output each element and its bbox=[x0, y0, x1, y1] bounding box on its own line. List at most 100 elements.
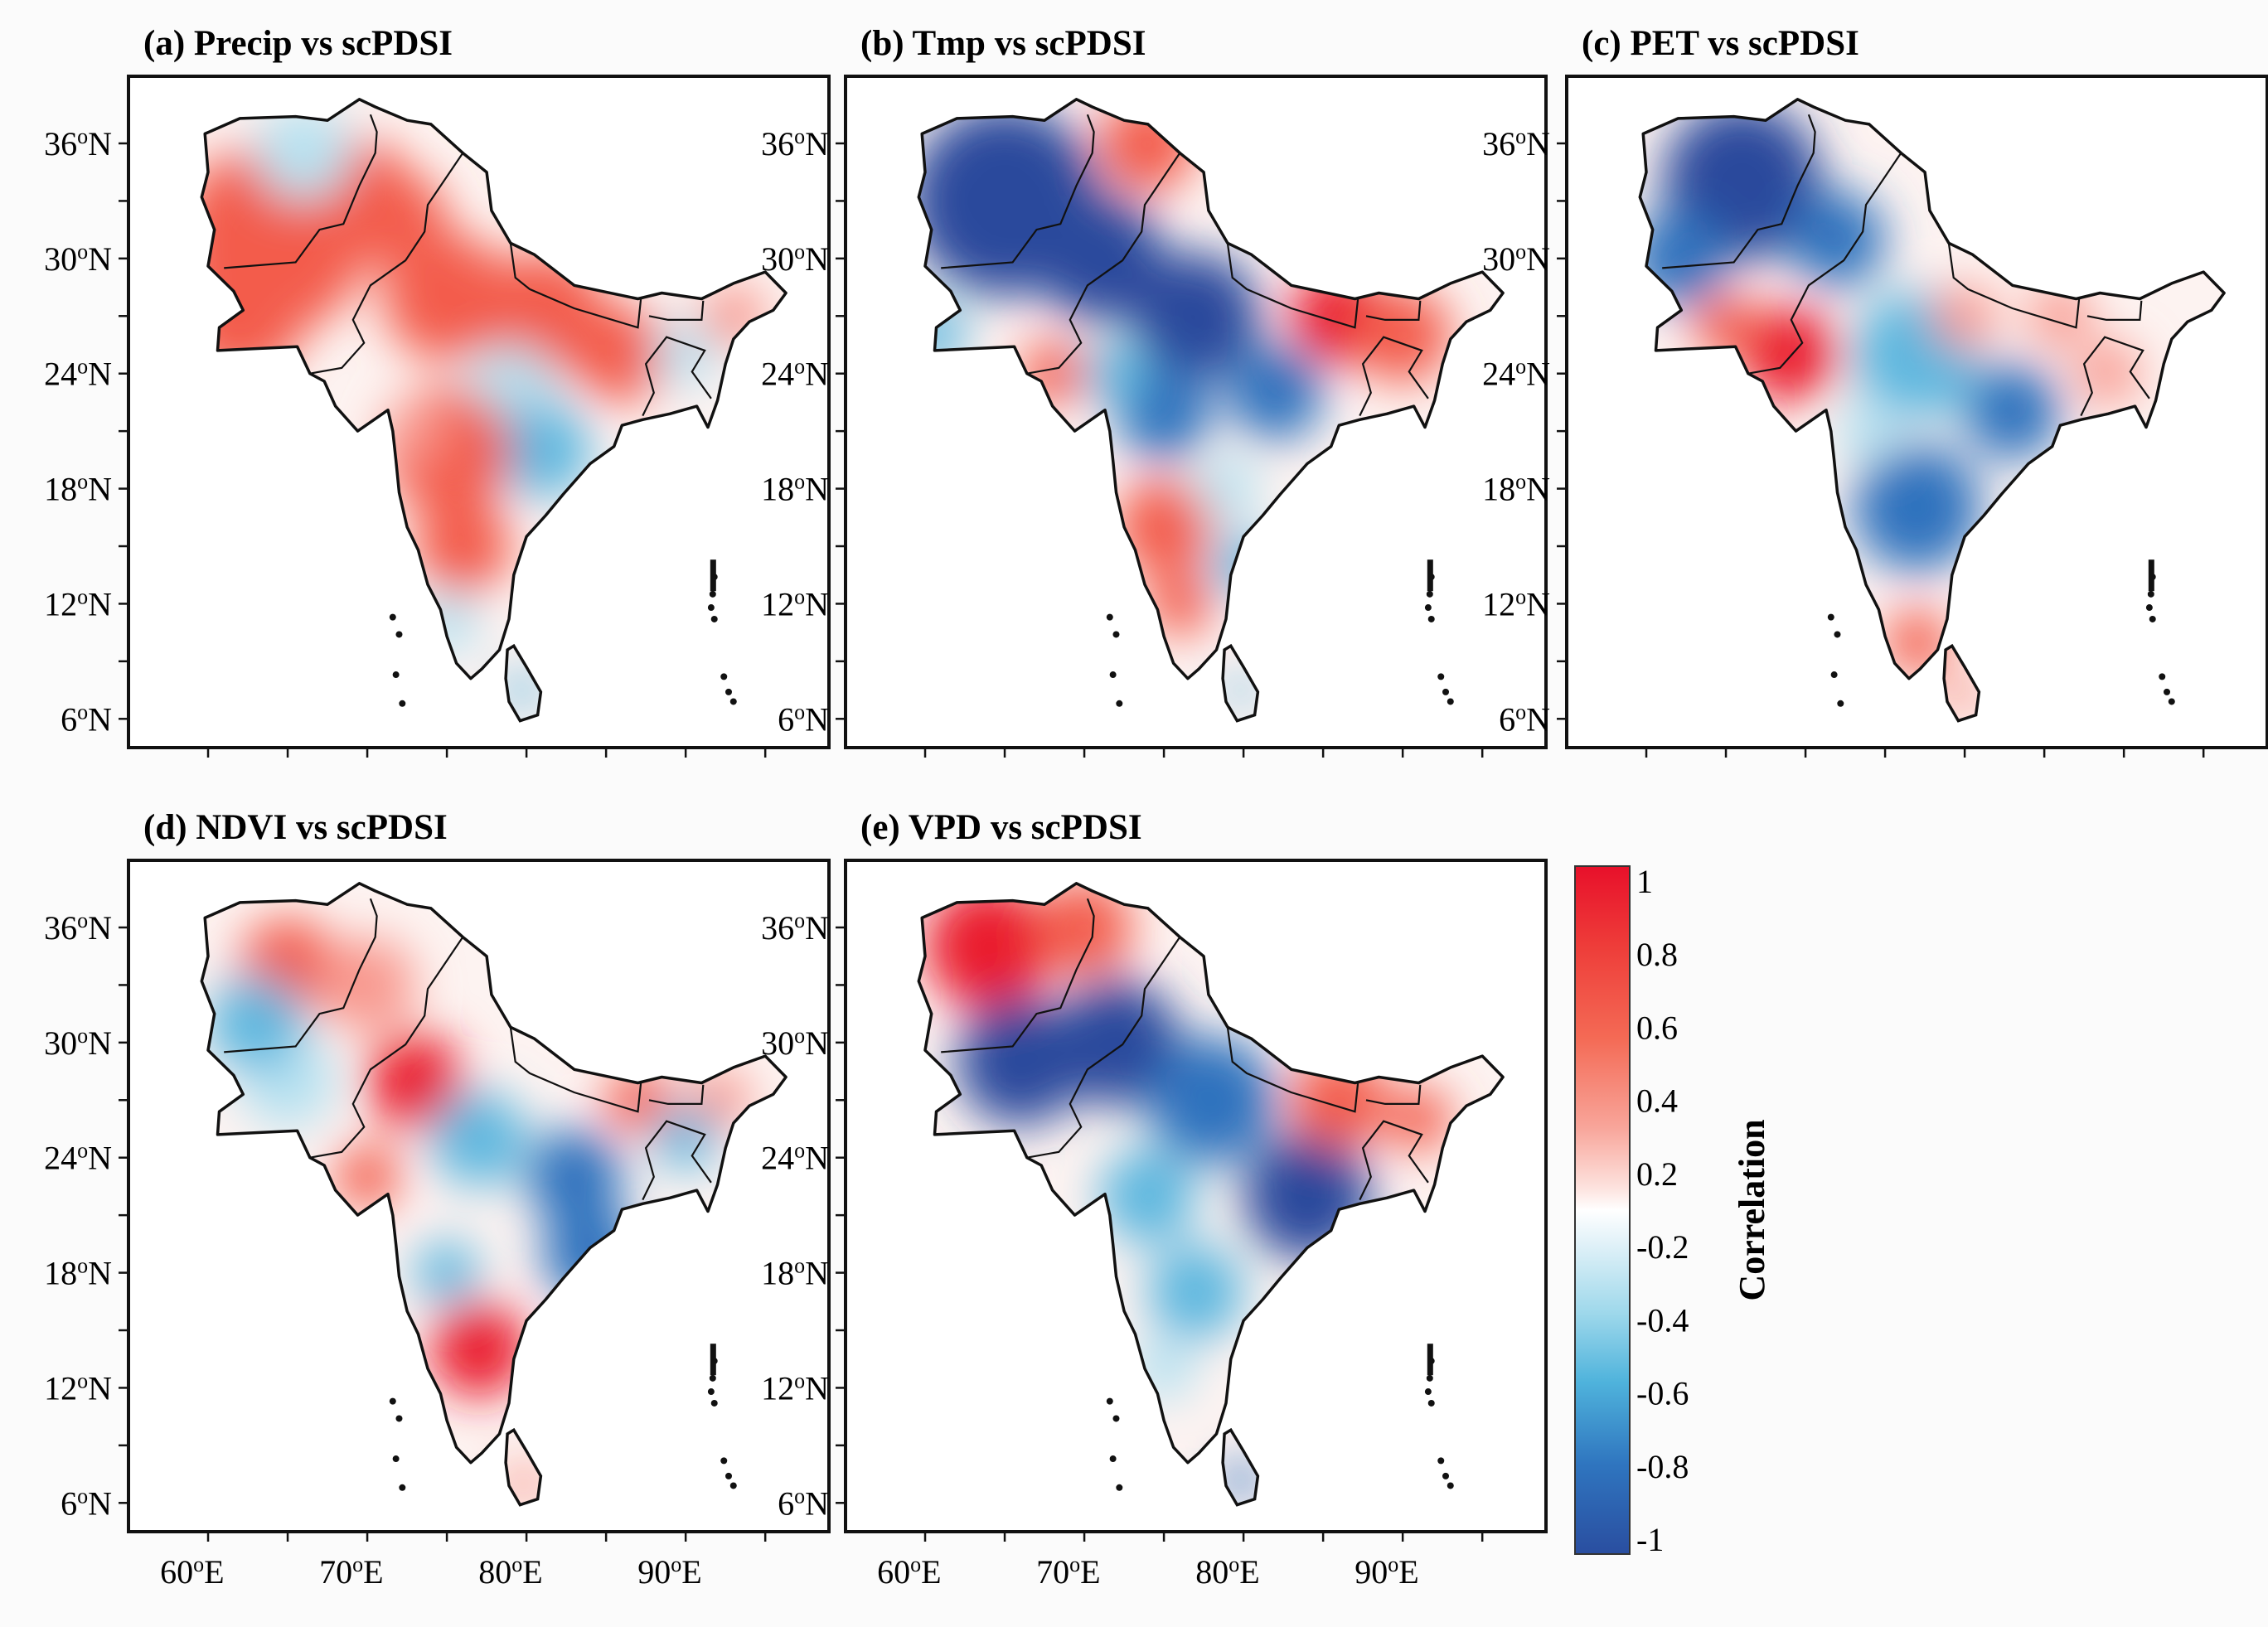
lat-label: 6oN bbox=[61, 700, 112, 738]
island bbox=[720, 673, 728, 680]
correlation-patch bbox=[1036, 883, 1132, 976]
correlation-patch bbox=[383, 399, 448, 463]
country-border bbox=[2080, 336, 2150, 417]
correlation-patch bbox=[2076, 341, 2140, 406]
colorbar-tick-label: -0.2 bbox=[1636, 1228, 1689, 1266]
island bbox=[395, 631, 403, 638]
island bbox=[725, 1472, 733, 1479]
lon-label: 80oE bbox=[1195, 1552, 1259, 1591]
island bbox=[1426, 590, 1433, 598]
country-border bbox=[224, 898, 378, 1053]
panel-title: (c) PET vs scPDSI bbox=[1582, 24, 1859, 63]
correlation-patch bbox=[1227, 345, 1324, 441]
island bbox=[1112, 631, 1120, 638]
coastline bbox=[200, 882, 788, 1465]
correlation-patch bbox=[255, 104, 351, 201]
panel-e: (e) VPD vs scPDSI36oN30oN24oN18oN12oN6oN… bbox=[761, 808, 1548, 1591]
island bbox=[2148, 559, 2154, 592]
correlation-patch bbox=[414, 498, 511, 594]
lat-label: 24oN bbox=[44, 354, 112, 393]
country-border bbox=[648, 300, 705, 321]
correlation-patch bbox=[526, 1129, 623, 1225]
country-border bbox=[1226, 1027, 1359, 1113]
coastline bbox=[1638, 98, 2226, 680]
panel-title: (b) Tmp vs scPDSI bbox=[860, 24, 1146, 63]
island bbox=[1112, 1415, 1120, 1422]
island bbox=[392, 671, 400, 679]
island bbox=[1116, 1484, 1123, 1491]
correlation-patch bbox=[1132, 252, 1260, 380]
island bbox=[1426, 1374, 1433, 1382]
lat-label: 6oN bbox=[61, 1484, 112, 1523]
correlation-patch bbox=[1036, 195, 1165, 322]
panel-a: (a) Precip vs scPDSI 36oN 30oN 24oN 18oN 12oN… bbox=[44, 24, 831, 758]
lat-label: 24oN bbox=[761, 354, 829, 393]
correlation-patch bbox=[1116, 479, 1212, 575]
island bbox=[1830, 671, 1838, 679]
correlation-patch bbox=[1084, 341, 1148, 406]
lat-label: 12oN bbox=[44, 584, 112, 623]
island bbox=[2159, 673, 2166, 680]
panel-d: (d) NDVI vs scPDSI 36oN 30oN 24oN 18oN 12oN 6o… bbox=[44, 808, 831, 1591]
coastline bbox=[200, 98, 788, 680]
colorbar-tick-label: 0.6 bbox=[1636, 1009, 1678, 1046]
island bbox=[1447, 698, 1454, 705]
colorbar-scale bbox=[1574, 865, 1631, 1555]
sri-lanka-outline bbox=[504, 1427, 543, 1507]
lon-label: 90oE bbox=[1354, 1552, 1418, 1591]
island bbox=[725, 688, 733, 695]
country-border bbox=[941, 898, 1095, 1053]
island bbox=[1116, 700, 1123, 707]
island bbox=[710, 1399, 718, 1407]
island bbox=[1837, 700, 1844, 707]
lat-label: 18oN bbox=[44, 469, 112, 508]
country-border bbox=[941, 114, 1095, 269]
island bbox=[1437, 1457, 1445, 1465]
island bbox=[709, 590, 716, 598]
correlation-patch bbox=[653, 1106, 718, 1170]
lon-label: 70oE bbox=[1036, 1552, 1100, 1591]
country-border bbox=[1026, 152, 1181, 375]
island bbox=[710, 615, 718, 622]
correlation-patch bbox=[1932, 283, 1997, 348]
correlation-patch bbox=[1147, 1244, 1244, 1340]
colorbar-tick-label: -0.4 bbox=[1636, 1301, 1689, 1339]
island bbox=[707, 604, 715, 612]
correlation-patch bbox=[1965, 364, 2061, 460]
country-border bbox=[1365, 300, 1422, 321]
lat-label: 30oN bbox=[44, 239, 112, 278]
country-border bbox=[309, 152, 464, 375]
colorbar: 1 0.8 0.6 0.4 0.2 -0.2 -0.4 -0.6 -0.8 -1 Correlati… bbox=[1574, 863, 1772, 1558]
island bbox=[1427, 615, 1435, 622]
correlation-patch bbox=[383, 233, 511, 361]
island bbox=[1427, 1399, 1435, 1407]
correlation-patch bbox=[1354, 287, 1451, 384]
island bbox=[1437, 673, 1445, 680]
island bbox=[2147, 590, 2154, 598]
island bbox=[1442, 688, 1450, 695]
island bbox=[395, 1415, 403, 1422]
correlation-patch bbox=[430, 1301, 527, 1397]
correlation-patch bbox=[1100, 1148, 1196, 1244]
lat-label: 36oN bbox=[44, 124, 112, 163]
country-border bbox=[1359, 1120, 1429, 1201]
island bbox=[1106, 613, 1113, 621]
correlation-patch bbox=[208, 976, 304, 1072]
island bbox=[709, 1374, 716, 1382]
lon-label: 80oE bbox=[478, 1552, 542, 1591]
country-border bbox=[648, 1084, 705, 1106]
coastline bbox=[917, 882, 1505, 1465]
country-border bbox=[1662, 114, 1816, 269]
island bbox=[1109, 671, 1117, 679]
coastline bbox=[917, 98, 1505, 680]
country-border bbox=[1947, 243, 2081, 329]
correlation-patch bbox=[1837, 399, 1902, 463]
correlation-patch bbox=[335, 1145, 400, 1209]
country-border bbox=[509, 1027, 642, 1113]
island bbox=[710, 559, 716, 592]
country-border bbox=[1359, 336, 1429, 417]
island bbox=[2164, 688, 2171, 695]
country-border bbox=[309, 936, 464, 1159]
island bbox=[1447, 1482, 1454, 1489]
